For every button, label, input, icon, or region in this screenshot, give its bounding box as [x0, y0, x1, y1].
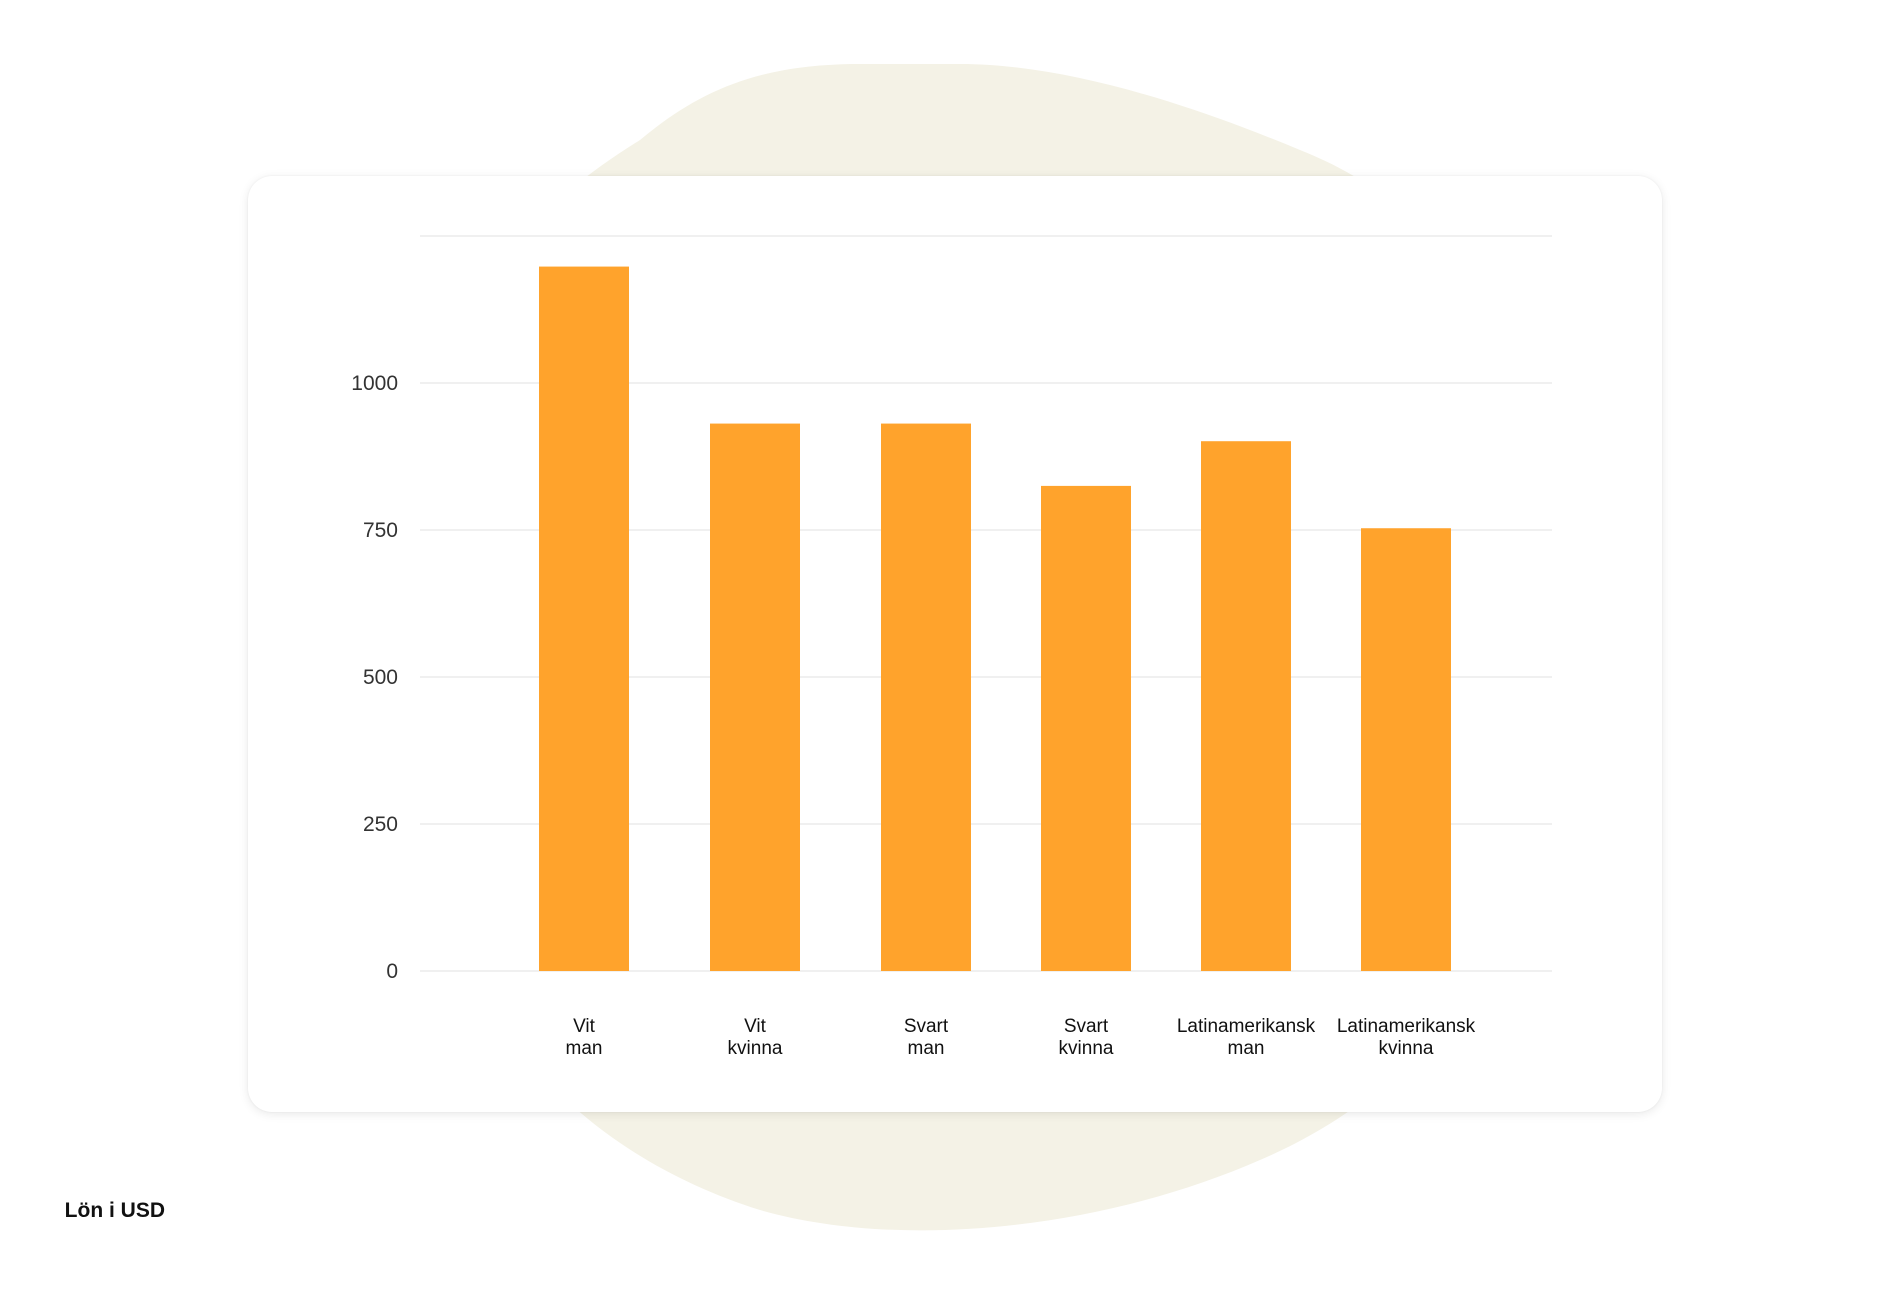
x-category-label: kvinna: [728, 1038, 783, 1059]
x-category-label: kvinna: [1059, 1038, 1114, 1059]
bar: [710, 423, 800, 971]
x-category-label: Latinamerikansk: [1177, 1016, 1316, 1037]
bar-chart: 02505007501000VitmanVitkvinnaSvartmanSva…: [351, 235, 1552, 1059]
y-axis-title: Lön i USD: [64, 1199, 165, 1222]
x-category-label: Vit: [744, 1016, 767, 1037]
x-category-label: kvinna: [1379, 1038, 1434, 1059]
bar: [539, 266, 629, 971]
bar: [1041, 485, 1131, 971]
bar: [1201, 441, 1291, 971]
x-category-label: man: [908, 1038, 945, 1059]
x-category-label: Vit: [573, 1016, 596, 1037]
x-category-label: Svart: [1064, 1016, 1109, 1037]
y-tick-label: 500: [363, 666, 398, 689]
x-category-label: Latinamerikansk: [1337, 1016, 1476, 1037]
x-category-label: man: [566, 1038, 603, 1059]
y-tick-label: 1000: [351, 372, 398, 395]
chart-card: 0 250 500 750 1000 Vit man Vit kvinna Svart man Sva…: [65, 176, 1662, 1222]
x-category-label: Svart: [904, 1016, 949, 1037]
bar: [881, 423, 971, 971]
x-category-label: man: [1228, 1038, 1265, 1059]
bar: [1361, 528, 1451, 971]
y-tick-label: 750: [363, 519, 398, 542]
y-tick-label: 0: [386, 960, 398, 983]
y-tick-label: 250: [363, 813, 398, 836]
